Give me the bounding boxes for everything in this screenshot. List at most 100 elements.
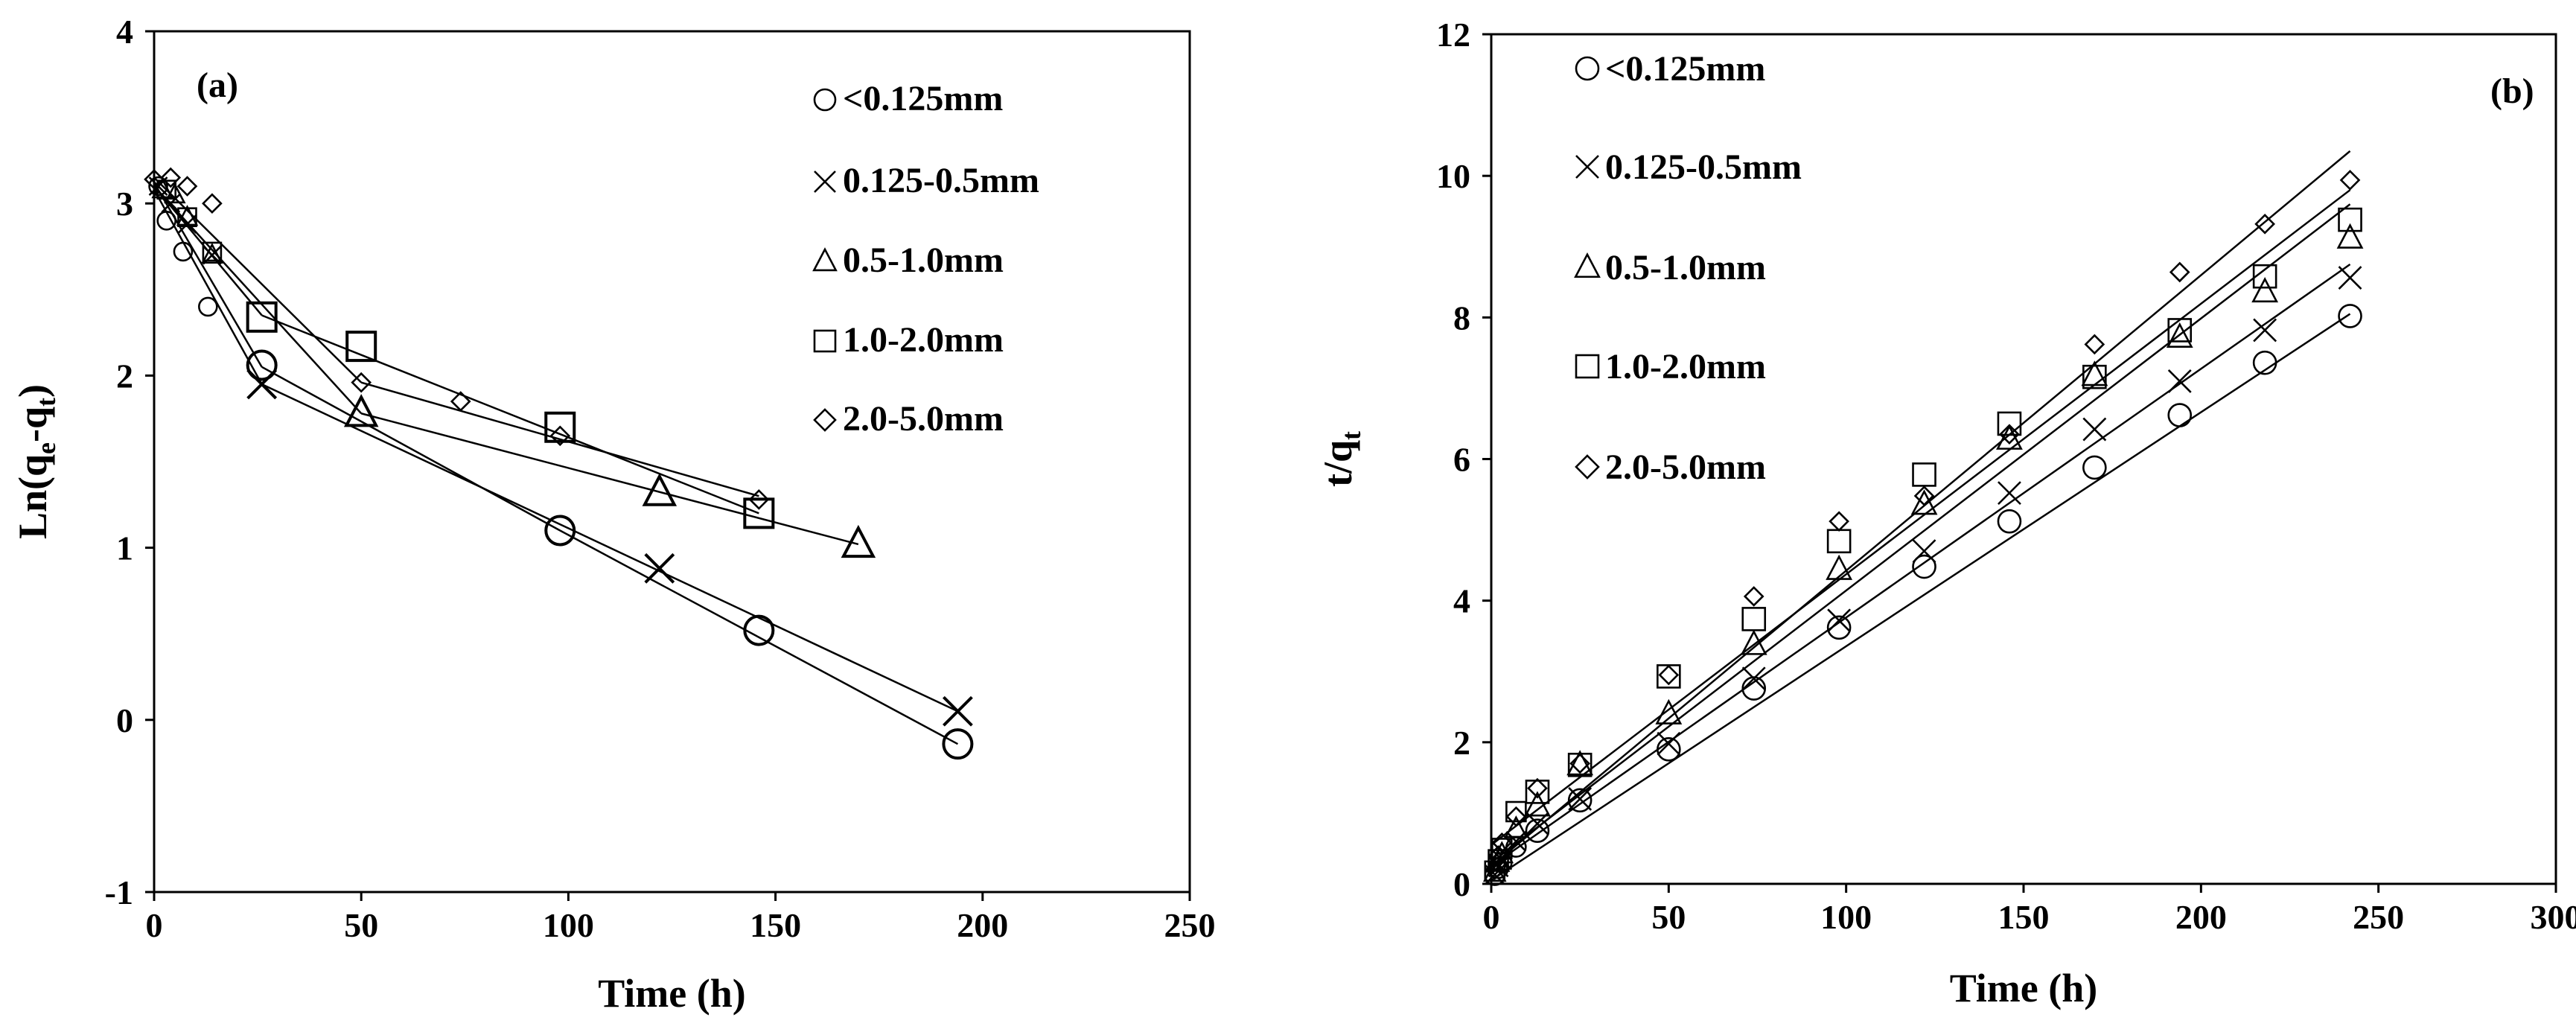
legend-item: 1.0-2.0mm bbox=[1575, 347, 1766, 386]
data-point-diamond bbox=[2339, 170, 2361, 191]
fit-line-segment bbox=[360, 413, 859, 546]
data-point-diamond bbox=[1829, 511, 1849, 532]
data-point-circle bbox=[1826, 615, 1852, 640]
data-point-square bbox=[246, 301, 278, 333]
data-point-diamond bbox=[176, 176, 198, 197]
data-point-diamond bbox=[2254, 213, 2275, 235]
data-point-x bbox=[943, 695, 973, 727]
legend-marker-x bbox=[814, 171, 836, 193]
legend-label: 0.5-1.0mm bbox=[1605, 248, 1766, 287]
data-point-diamond bbox=[1527, 777, 1548, 799]
fit-line bbox=[1491, 313, 2351, 882]
y-axis-label: t/qt bbox=[1316, 431, 1366, 487]
y-tick-label: 0 bbox=[1453, 865, 1470, 903]
data-point-triangle bbox=[2336, 223, 2364, 249]
data-point-square bbox=[202, 241, 223, 262]
y-tick-label: -1 bbox=[105, 873, 133, 911]
data-point-triangle bbox=[1655, 698, 1683, 724]
data-point-diamond bbox=[1491, 832, 1513, 853]
data-point-x bbox=[1741, 666, 1766, 691]
data-point-triangle bbox=[1504, 815, 1528, 838]
data-point-triangle bbox=[2251, 277, 2279, 303]
data-point-x bbox=[2338, 266, 2362, 290]
fit-line-segment bbox=[261, 366, 561, 532]
y-axis-label-part: ) bbox=[10, 384, 55, 398]
data-point-triangle bbox=[642, 473, 678, 506]
y-tick-label: 6 bbox=[1453, 441, 1470, 479]
data-point-diamond bbox=[1569, 753, 1591, 774]
data-point-diamond bbox=[160, 167, 182, 188]
legend-marker-triangle bbox=[1574, 252, 1601, 278]
data-point-circle bbox=[156, 211, 176, 231]
legend-marker-diamond bbox=[1575, 454, 1600, 480]
fit-line bbox=[1491, 150, 2351, 867]
data-point-x bbox=[246, 369, 278, 400]
data-point-diamond bbox=[2084, 334, 2105, 355]
x-tick-label: 50 bbox=[344, 906, 378, 944]
series-group bbox=[144, 167, 974, 760]
data-point-circle bbox=[1912, 554, 1936, 579]
legend-marker-square bbox=[813, 329, 837, 353]
fit-line-segment bbox=[153, 189, 263, 385]
x-tick-labels: 0 50 100 150 200 250 bbox=[146, 892, 1216, 944]
chart-panel-a: 0 50 100 150 200 250 -1 0 1 2 3 4 Time (h) Ln(qe-qt) (… bbox=[0, 0, 1281, 1035]
legend-item: 2.0-5.0mm bbox=[813, 399, 1004, 439]
legend-marker-circle bbox=[813, 88, 837, 112]
fit-line-segment bbox=[360, 381, 759, 497]
legend-label: 2.0-5.0mm bbox=[843, 399, 1004, 439]
data-point-square bbox=[156, 179, 176, 200]
data-point-triangle bbox=[841, 524, 876, 558]
series-square bbox=[153, 179, 775, 529]
legend-marker-square bbox=[1575, 354, 1600, 379]
y-axis-label-part: t/q bbox=[1316, 440, 1360, 487]
data-point-triangle bbox=[1566, 750, 1594, 776]
legend-label: 0.125-0.5mm bbox=[1605, 147, 1802, 187]
series-circle bbox=[148, 176, 974, 760]
data-point-x bbox=[1912, 539, 1936, 564]
plot-frame bbox=[153, 30, 1191, 894]
data-point-x bbox=[1827, 608, 1852, 633]
data-point-circle bbox=[2338, 304, 2362, 328]
y-tick-label: 3 bbox=[116, 185, 133, 223]
fit-line-segment bbox=[261, 314, 759, 515]
data-point-triangle bbox=[2166, 322, 2193, 348]
fit-line-segment bbox=[153, 182, 263, 368]
fit-line bbox=[1491, 189, 2351, 846]
x-tick-label: 0 bbox=[146, 906, 163, 944]
y-tick-label: 12 bbox=[1436, 16, 1470, 54]
y-tick-label: 2 bbox=[1453, 724, 1470, 762]
data-point-x bbox=[2082, 417, 2107, 442]
legend-label: 1.0-2.0mm bbox=[843, 320, 1004, 360]
data-point-diamond bbox=[144, 168, 165, 190]
chart-b-svg: 0 50 100 150 200 250 300 0 2 4 6 8 10 12 Time (h) t/qt (… bbox=[1316, 16, 2576, 1010]
chart-a-svg: 0 50 100 150 200 250 -1 0 1 2 3 4 Time (h) Ln(qe-qt) (… bbox=[10, 13, 1216, 1016]
y-tick-label: 10 bbox=[1436, 157, 1470, 195]
data-point-square bbox=[2252, 264, 2277, 289]
data-point-diamond bbox=[351, 372, 372, 393]
y-tick-label: 8 bbox=[1453, 299, 1470, 337]
legend-marker-triangle bbox=[812, 247, 838, 272]
data-point-square bbox=[1997, 411, 2022, 436]
legend-item: 0.125-0.5mm bbox=[1575, 147, 1802, 187]
x-tick-label: 100 bbox=[1820, 898, 1872, 936]
y-tick-label: 1 bbox=[116, 529, 133, 567]
data-point-triangle bbox=[201, 242, 223, 264]
legend-label: <0.125mm bbox=[1605, 49, 1765, 89]
data-point-square bbox=[2338, 207, 2362, 232]
x-tick-label: 200 bbox=[957, 906, 1008, 944]
data-point-square bbox=[1505, 800, 1527, 823]
legend: <0.125mm 0.125-0.5mm 0.5-1.0mm 1.0-2.0mm 2.0… bbox=[812, 79, 1039, 439]
data-point-square bbox=[1488, 849, 1509, 870]
y-tick-labels: -1 0 1 2 3 4 bbox=[105, 13, 154, 911]
data-point-square bbox=[1912, 462, 1936, 487]
data-point-square bbox=[743, 497, 775, 529]
panel-label-b: (b) bbox=[2490, 71, 2534, 111]
legend-item: 2.0-5.0mm bbox=[1575, 448, 1766, 487]
series-group bbox=[1482, 150, 2364, 886]
series-circle bbox=[1484, 304, 2362, 886]
series-square bbox=[1484, 189, 2362, 882]
x-tick-label: 100 bbox=[543, 906, 594, 944]
x-tick-label: 150 bbox=[1998, 898, 2050, 936]
legend-label: 2.0-5.0mm bbox=[1605, 448, 1766, 487]
